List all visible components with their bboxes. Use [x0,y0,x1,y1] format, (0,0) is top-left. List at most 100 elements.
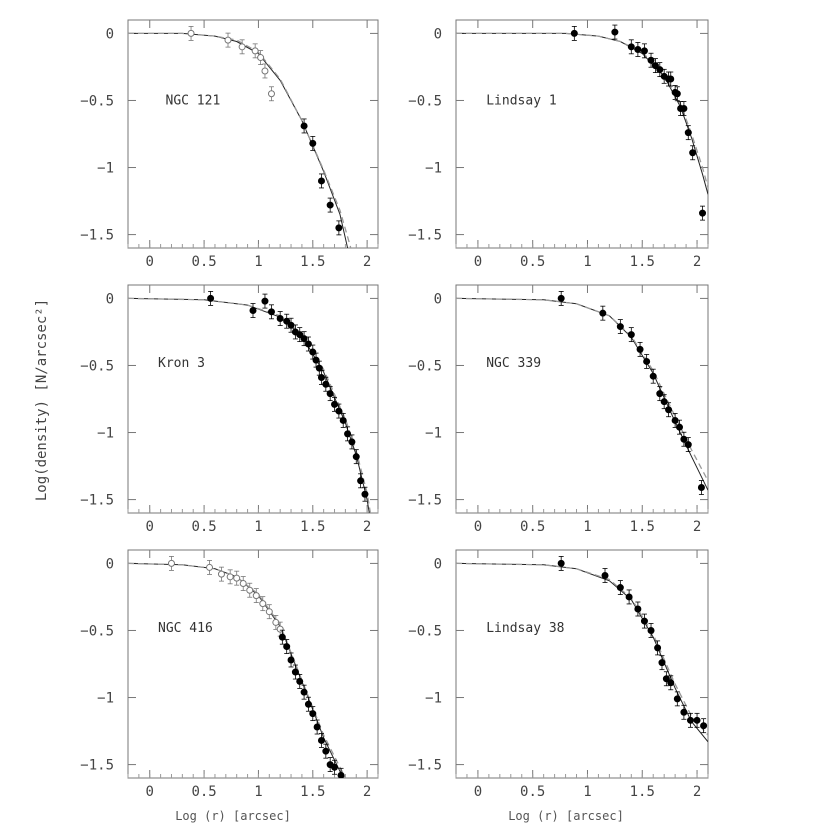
filled-data-point [335,407,343,415]
x-tick-label: 1.5 [300,254,325,270]
filled-data-point [348,438,356,446]
x-tick-label: 0.5 [520,519,545,535]
open-data-point [226,573,234,581]
open-data-point [251,47,259,55]
x-axis-title-right: Log (r) [arcsec] [508,809,624,823]
panel-3: 0 0.5 1 1.5 2 0 −0.5 −1 −1.5 NGC 339 [408,284,709,535]
filled-data-point [283,317,291,325]
filled-data-point [261,297,269,305]
y-axis-title: Log(density) [N/arcsec²] [34,299,50,501]
filled-data-point [249,306,257,314]
open-data-point [252,592,260,600]
x-tick-label: 0.5 [191,519,216,535]
filled-data-point [309,139,317,147]
filled-data-point [665,406,673,414]
open-data-point [259,600,267,608]
filled-data-point [309,348,317,356]
plot-area [456,291,708,495]
cluster-name-label: NGC 121 [166,93,221,108]
filled-data-point [616,323,624,331]
x-tick-label: 1.5 [630,784,655,800]
filled-data-point [680,105,688,113]
y-tick-label: −1 [425,691,442,707]
filled-data-point [331,763,339,771]
filled-data-point [300,122,308,130]
x-tick-label: 0 [474,254,482,270]
plot-area [128,26,352,248]
filled-data-point [662,675,670,683]
x-tick-label: 2 [693,519,701,535]
y-tick-label: −0.5 [80,358,114,374]
open-data-point [261,67,269,75]
plot-area [128,556,346,778]
x-tick-label: 1 [254,784,262,800]
plot-frame [455,19,709,249]
x-tick-label: 1 [254,254,262,270]
filled-data-point [627,331,635,339]
filled-data-point [647,56,655,64]
filled-data-point [278,633,286,641]
filled-data-point [315,364,323,372]
filled-data-point [684,441,692,449]
y-tick-label: −1 [97,161,114,177]
open-data-point [265,608,273,616]
y-tick-label: −1.5 [80,758,114,774]
cluster-name-label: NGC 416 [158,621,213,636]
x-tick-label: 0 [146,784,154,800]
y-tick-label: −1 [425,161,442,177]
plot-frame [455,284,709,514]
panels: 0 0.5 1 1.5 2 0 −0.5 −1 −1.5 NGC 121 0 0.5 1 1.5 2 0 −0.… [80,19,709,800]
y-tick-label: 0 [106,556,114,572]
filled-data-point [300,688,308,696]
y-tick-label: −1.5 [408,493,442,509]
filled-data-point [207,294,215,302]
x-tick-label: 1.5 [300,519,325,535]
y-tick-label: −0.5 [408,358,442,374]
filled-data-point [557,294,565,302]
solid-model-curve [456,297,708,491]
filled-data-point [673,90,681,98]
x-tick-label: 2 [693,784,701,800]
dashed-model-curve [128,32,352,248]
filled-data-point [300,335,308,343]
filled-data-point [352,453,360,461]
plot-area [128,291,372,513]
y-tick-label: −1 [97,691,114,707]
x-tick-label: 2 [693,254,701,270]
filled-data-point [680,708,688,716]
x-tick-label: 1 [254,519,262,535]
y-tick-label: −0.5 [408,93,442,109]
open-data-point [238,43,246,51]
cluster-name-label: Lindsay 1 [486,93,556,108]
y-tick-label: −0.5 [80,623,114,639]
filled-data-point [337,771,345,778]
y-tick-label: 0 [434,291,442,307]
filled-data-point [658,659,666,667]
filled-data-point [339,416,347,424]
open-data-point [233,574,241,582]
filled-data-point [643,357,651,365]
panel-0: 0 0.5 1 1.5 2 0 −0.5 −1 −1.5 NGC 121 [80,19,379,270]
cluster-name-label: NGC 339 [486,356,541,371]
filled-data-point [684,129,692,137]
filled-data-point [267,308,275,316]
filled-data-point [296,677,304,685]
filled-data-point [611,28,619,36]
x-tick-label: 1 [583,519,591,535]
open-data-point [217,570,225,578]
filled-data-point [627,43,635,51]
filled-data-point [344,430,352,438]
filled-data-point [636,345,644,353]
plot-frame [127,549,379,779]
open-data-point [187,29,195,37]
y-tick-label: 0 [106,291,114,307]
x-tick-label: 0.5 [191,784,216,800]
filled-data-point [693,716,701,724]
filled-data-point [634,46,642,54]
solid-model-curve [456,32,708,195]
filled-data-point [660,398,668,406]
open-data-point [206,563,214,571]
filled-data-point [322,747,330,755]
y-tick-label: −1.5 [408,228,442,244]
filled-data-point [699,209,707,217]
